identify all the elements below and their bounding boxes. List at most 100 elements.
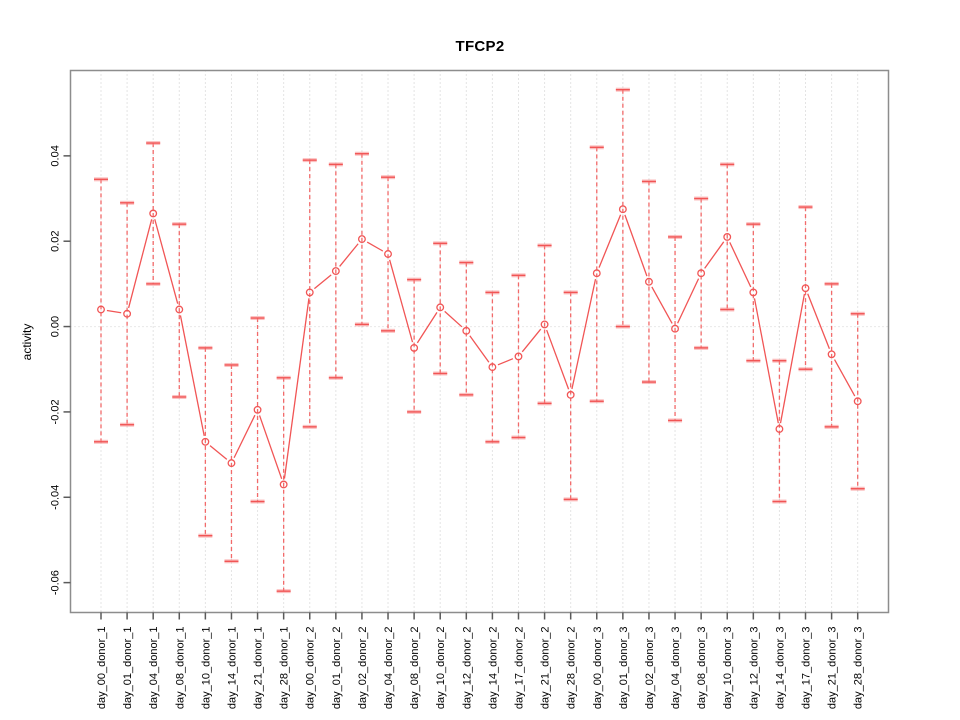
x-tick-label: day_28_donor_3 [853, 627, 865, 710]
series-segment [389, 259, 414, 343]
error-bar [328, 162, 343, 380]
x-tick-label: day_08_donor_3 [696, 627, 708, 710]
x-tick-label: day_04_donor_2 [383, 627, 395, 710]
error-bar [746, 222, 761, 363]
error-bar [354, 151, 369, 327]
x-tick-label: day_28_donor_2 [566, 627, 578, 710]
series-segment [807, 293, 831, 349]
series-segment [598, 214, 622, 268]
error-bar [407, 277, 422, 414]
x-tick-label: day_10_donor_3 [722, 627, 734, 710]
error-bar [224, 362, 239, 564]
series-segment [258, 415, 283, 480]
y-tick-label: 0.02 [49, 230, 61, 251]
error-bar [120, 200, 135, 427]
data-point [305, 288, 314, 297]
series-segment [779, 293, 806, 424]
error-bar [641, 179, 656, 385]
x-tick-label: day_14_donor_2 [487, 627, 499, 710]
series-segment [313, 274, 332, 290]
error-bar [302, 158, 317, 429]
error-bar [485, 290, 500, 444]
error-bar [589, 145, 604, 404]
x-tick-label: day_01_donor_2 [331, 627, 343, 710]
x-tick-label: day_10_donor_1 [200, 627, 212, 710]
series-segment [339, 243, 359, 267]
series-segment [106, 309, 122, 314]
data-point [410, 343, 419, 352]
error-bar [694, 196, 709, 350]
data-point [436, 303, 445, 312]
error-bar [720, 162, 735, 312]
x-tick-label: day_21_donor_1 [253, 627, 265, 710]
x-tick-label: day_12_donor_3 [748, 627, 760, 710]
data-point [201, 437, 210, 446]
plot-box [69, 69, 890, 614]
data-points [97, 205, 862, 489]
error-bar [94, 177, 108, 444]
series-segment [546, 329, 570, 390]
data-point [123, 309, 132, 318]
y-tick-label: -0.04 [49, 485, 61, 510]
series-segment [624, 214, 648, 277]
x-tick-label: day_12_donor_2 [461, 627, 473, 710]
data-point [357, 235, 366, 244]
data-point [384, 250, 392, 258]
series-line [106, 214, 856, 480]
series-segment [704, 241, 725, 269]
y-tick-label: -0.02 [49, 399, 61, 424]
y-tick-label: -0.06 [49, 570, 61, 595]
error-bar [459, 260, 474, 397]
x-tick-label: day_08_donor_2 [409, 627, 421, 710]
series-segment [497, 358, 514, 366]
data-point [723, 232, 732, 241]
error-bar [198, 345, 213, 538]
x-tick-label: day_04_donor_3 [670, 627, 682, 710]
data-point [592, 269, 601, 278]
y-tick-label: 0.00 [49, 316, 61, 337]
data-point [540, 320, 549, 329]
data-point [488, 363, 497, 372]
data-point [853, 397, 862, 406]
series-segment [127, 219, 153, 309]
x-tick-label: day_00_donor_1 [96, 627, 108, 710]
error-bar [146, 141, 161, 286]
x-tick-label: day_01_donor_1 [122, 627, 134, 710]
data-point [827, 350, 836, 359]
data-point [253, 405, 262, 414]
x-tick-label: day_10_donor_2 [435, 627, 447, 710]
data-point [97, 305, 105, 314]
x-tick-label: day_17_donor_2 [513, 627, 525, 710]
x-tick-label: day_04_donor_1 [148, 627, 160, 710]
data-point [149, 209, 158, 218]
error-bar [563, 290, 578, 502]
error-bar [668, 234, 683, 423]
data-point [514, 352, 523, 361]
error-bar [433, 241, 448, 376]
series-segment [179, 315, 205, 437]
series-segment [233, 414, 256, 459]
series-segment [651, 286, 673, 324]
data-point [175, 305, 184, 314]
series-segment [366, 241, 384, 252]
error-bar [381, 175, 396, 333]
x-tick-label: day_21_donor_3 [827, 627, 839, 710]
x-tick-label: day_28_donor_1 [279, 627, 291, 710]
data-point [697, 269, 706, 278]
error-bar [824, 281, 839, 429]
y-axis: 0.04 0.02 0.00 -0.02 -0.04 -0.06 [49, 145, 71, 595]
x-tick-label: day_08_donor_1 [174, 627, 186, 710]
y-axis-title: activity [20, 323, 34, 361]
series-segment [154, 219, 179, 304]
x-tick-label: day_02_donor_2 [357, 627, 369, 710]
series-segment [753, 298, 779, 424]
error-bar [172, 222, 187, 399]
series-segment [469, 335, 490, 363]
data-point [279, 480, 288, 489]
series-segment [416, 312, 438, 344]
data-point [671, 324, 679, 333]
series-segment [209, 445, 228, 460]
series-segment [729, 242, 752, 288]
